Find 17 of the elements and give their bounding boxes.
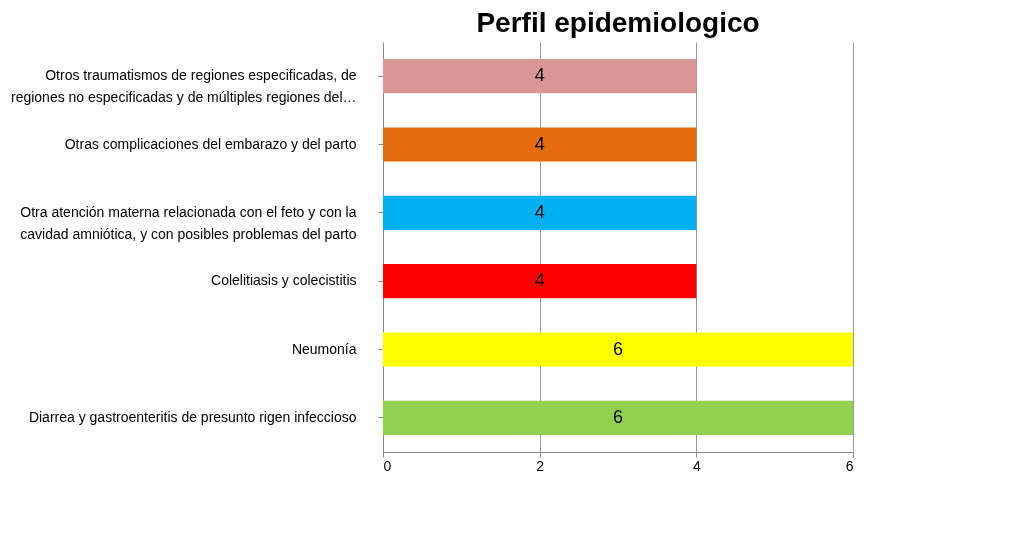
y-tick-label: Otra atención materna relacionada con el feto y con la cavidad amniótica, y con posibles problemas del parto <box>20 203 357 242</box>
y-tick-label: Colelitiasis y colecistitis <box>211 272 357 289</box>
data-label: 4 <box>534 201 545 222</box>
data-label: 6 <box>612 406 624 427</box>
y-tick-label: Neumonía <box>291 340 357 357</box>
y-tick-label: Otros traumatismos de regiones especificadas, de regiones no especificadas y de múltiples regiones del… <box>10 67 357 106</box>
x-tick-label: 4 <box>692 457 701 474</box>
data-label: 4 <box>534 65 545 86</box>
y-tick-label: Diarrea y gastroenteritis de presunto rigen infeccioso <box>28 408 357 425</box>
data-label: 4 <box>534 270 545 291</box>
y-tick-label: Otras complicaciones del embarazo y del parto <box>64 135 357 152</box>
data-label: 4 <box>534 133 545 154</box>
x-tick-label: 2 <box>536 457 545 474</box>
chart-title: Perfil epidemiologico <box>476 7 760 38</box>
data-label: 6 <box>612 338 624 359</box>
x-tick-label: 6 <box>845 457 854 474</box>
x-tick-label: 0 <box>383 457 392 474</box>
